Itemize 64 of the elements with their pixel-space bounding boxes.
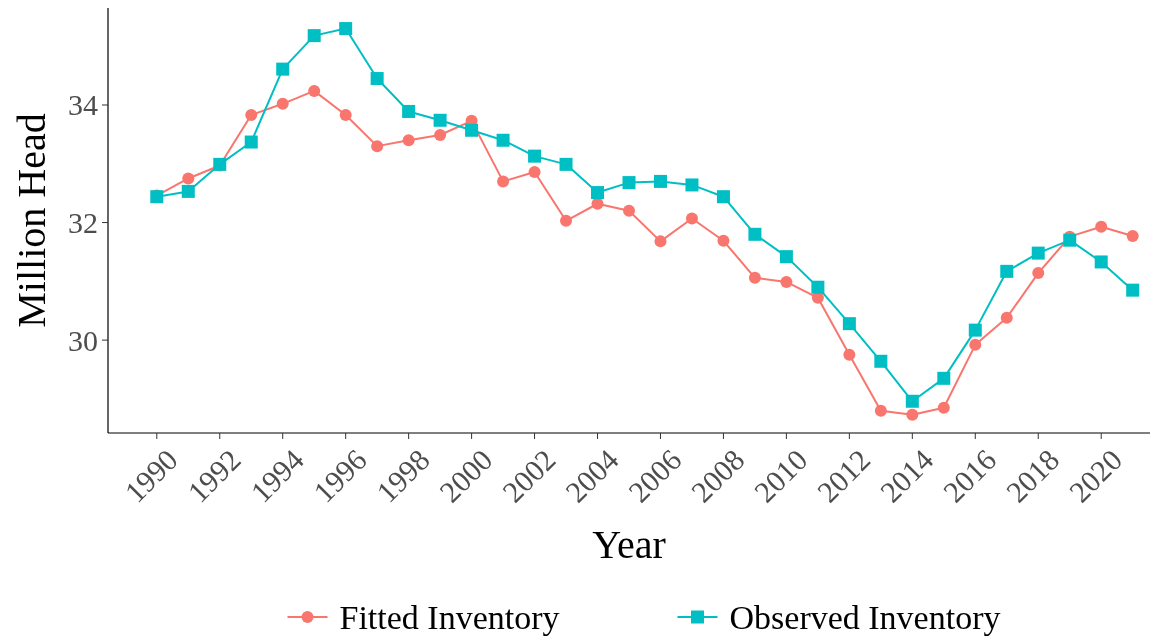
x-axis-title: Year xyxy=(592,522,666,567)
x-tick-label: 1998 xyxy=(369,442,436,509)
point xyxy=(559,157,573,171)
point xyxy=(591,186,605,200)
point xyxy=(1032,267,1045,280)
point xyxy=(685,212,698,225)
point xyxy=(371,140,384,153)
point xyxy=(1126,230,1139,243)
point xyxy=(245,108,258,121)
point xyxy=(433,113,447,127)
point xyxy=(308,84,321,97)
point xyxy=(654,235,667,248)
point xyxy=(339,108,352,121)
point xyxy=(402,134,415,147)
point xyxy=(276,62,290,76)
point xyxy=(528,149,542,163)
point xyxy=(874,404,887,417)
point xyxy=(1000,264,1014,278)
point xyxy=(434,128,447,141)
point xyxy=(1126,283,1140,297)
legend-label: Fitted Inventory xyxy=(339,598,560,636)
point xyxy=(560,214,573,227)
point xyxy=(1095,220,1108,233)
point xyxy=(685,178,699,192)
point xyxy=(622,176,636,190)
point xyxy=(181,184,195,198)
point xyxy=(497,175,510,188)
point xyxy=(843,348,856,361)
point xyxy=(244,135,258,149)
point xyxy=(779,250,793,264)
point xyxy=(402,104,416,118)
point xyxy=(811,280,825,294)
y-tick-label: 32 xyxy=(68,206,98,240)
point xyxy=(937,371,951,385)
point xyxy=(653,174,667,188)
point xyxy=(307,29,321,43)
point xyxy=(937,401,950,414)
point xyxy=(465,123,479,137)
point xyxy=(842,317,856,331)
point xyxy=(1031,246,1045,260)
point xyxy=(1063,233,1077,247)
point xyxy=(496,133,510,147)
point xyxy=(905,394,919,408)
point xyxy=(748,227,762,241)
point xyxy=(623,204,635,217)
point xyxy=(182,172,195,185)
legend-label: Observed Inventory xyxy=(729,598,1001,636)
y-tick-label: 34 xyxy=(68,88,98,122)
point xyxy=(276,97,289,110)
y-axis-title: Million Head xyxy=(9,113,54,328)
point xyxy=(874,354,888,368)
point xyxy=(528,166,541,178)
point xyxy=(716,190,730,204)
point xyxy=(906,408,919,421)
point xyxy=(717,234,730,247)
point xyxy=(969,338,982,351)
point xyxy=(780,275,793,288)
point xyxy=(748,271,761,284)
point xyxy=(1094,255,1108,269)
point xyxy=(968,323,982,337)
point xyxy=(1000,311,1013,324)
y-tick-label: 30 xyxy=(68,323,98,357)
point xyxy=(370,72,384,86)
point xyxy=(339,22,353,36)
